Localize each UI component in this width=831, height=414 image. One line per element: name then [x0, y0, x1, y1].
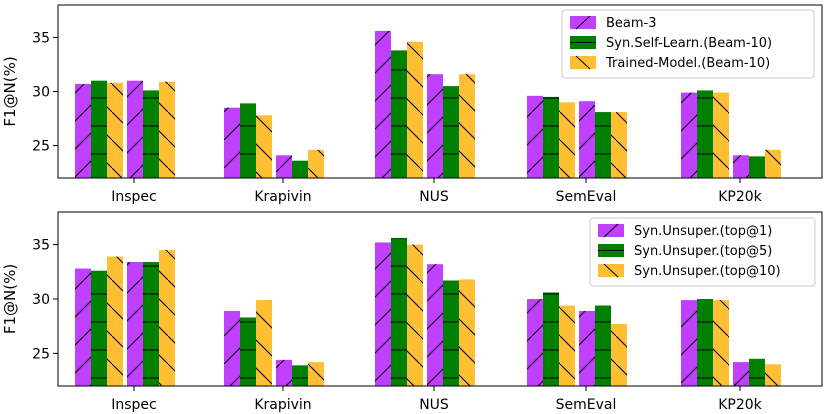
bar [107, 82, 123, 178]
legend: Syn.Unsuper.(top@1) Syn.Unsuper.(top@5) Sy… [589, 217, 816, 287]
bar [559, 305, 575, 386]
bar [733, 155, 749, 178]
bar [443, 86, 459, 178]
bar [427, 74, 443, 178]
bar [224, 107, 240, 178]
y-tick-label: 30 [32, 292, 50, 308]
y-tick-label: 25 [32, 346, 50, 362]
legend-item: Syn.Unsuper.(top@5) [598, 244, 772, 259]
bar [292, 365, 308, 386]
bar [127, 80, 143, 178]
y-axis-label: F1@N(%) [1, 56, 19, 126]
bar [749, 156, 765, 178]
legend-label: Syn.Unsuper.(top@5) [634, 244, 772, 259]
bar [713, 92, 729, 178]
x-tick-label: NUS [419, 397, 449, 413]
bar [143, 90, 159, 178]
bar [159, 81, 175, 178]
bar [375, 242, 391, 386]
bar [224, 310, 240, 386]
x-tick-label: Inspec [111, 397, 157, 413]
x-tick-label: Krapivin [254, 397, 311, 413]
bar [543, 292, 559, 386]
y-tick-label: 25 [32, 139, 50, 155]
bar [579, 101, 595, 178]
legend-label: Trained-Model.(Beam-10) [605, 56, 770, 71]
bar [543, 96, 559, 178]
bar [308, 362, 324, 386]
bar [595, 305, 611, 386]
panel-2: 25 30 35 Inspec Krapivin NUS SemEval KP20k F1@N(… [1, 211, 823, 413]
bar [407, 41, 423, 179]
panel-1: 25 30 35 Inspec Krapivin NUS SemEval KP20k F1@N(… [1, 4, 823, 205]
bar [91, 80, 107, 178]
bar [375, 30, 391, 179]
bar [443, 280, 459, 386]
legend-item: Trained-Model.(Beam-10) [570, 55, 770, 71]
bar [697, 90, 713, 178]
bar [459, 74, 475, 178]
x-tick-label: KP20k [718, 397, 762, 413]
y-axis-label: F1@N(%) [1, 264, 19, 334]
bar [91, 270, 107, 386]
x-tick-label: KP20k [718, 189, 762, 205]
legend-item: Syn.Unsuper.(top@10) [598, 263, 781, 279]
bar [681, 92, 697, 178]
bar [256, 115, 272, 178]
legend-label: Syn.Unsuper.(top@10) [634, 264, 781, 279]
y-tick-label: 35 [32, 238, 50, 254]
legend-label: Syn.Self-Learn.(Beam-10) [606, 36, 772, 51]
bar [407, 244, 423, 386]
bar [159, 250, 175, 386]
x-tick-label: SemEval [556, 397, 617, 413]
bar [391, 50, 407, 178]
bar [697, 299, 713, 386]
bar [256, 300, 272, 386]
legend-label: Syn.Unsuper.(top@1) [634, 224, 772, 239]
bar [765, 149, 781, 178]
bar [276, 155, 292, 178]
y-tick-label: 30 [32, 85, 50, 101]
bar [292, 160, 308, 178]
bar [459, 279, 475, 386]
legend-item: Syn.Unsuper.(top@1) [598, 223, 772, 239]
bar [107, 256, 123, 386]
bar [713, 300, 729, 386]
bar [611, 112, 627, 178]
bar [308, 149, 324, 178]
bar [527, 299, 543, 386]
bar [559, 102, 575, 178]
x-tick-label: Krapivin [254, 189, 311, 205]
bar [681, 300, 697, 386]
bar [733, 362, 749, 386]
bar [143, 262, 159, 386]
legend-item: Beam-3 [570, 15, 657, 31]
bar [527, 95, 543, 178]
legend-label: Beam-3 [606, 16, 657, 31]
bar [749, 358, 765, 386]
bar [611, 324, 627, 386]
bar [240, 317, 256, 386]
bar [127, 262, 143, 386]
bar [427, 264, 443, 386]
bar [75, 268, 91, 386]
y-tick-label: 35 [32, 30, 50, 46]
bar [276, 359, 292, 386]
bar [75, 83, 91, 178]
bar [579, 310, 595, 386]
legend: Beam-3 Syn.Self-Learn.(Beam-10) Trained-Mo… [561, 9, 815, 79]
x-tick-label: Inspec [111, 189, 157, 205]
x-tick-label: NUS [419, 189, 449, 205]
x-tick-label: SemEval [556, 189, 617, 205]
bar [391, 238, 407, 386]
bar [765, 364, 781, 386]
bar [595, 112, 611, 178]
bar [240, 103, 256, 178]
legend-item: Syn.Self-Learn.(Beam-10) [570, 36, 772, 51]
